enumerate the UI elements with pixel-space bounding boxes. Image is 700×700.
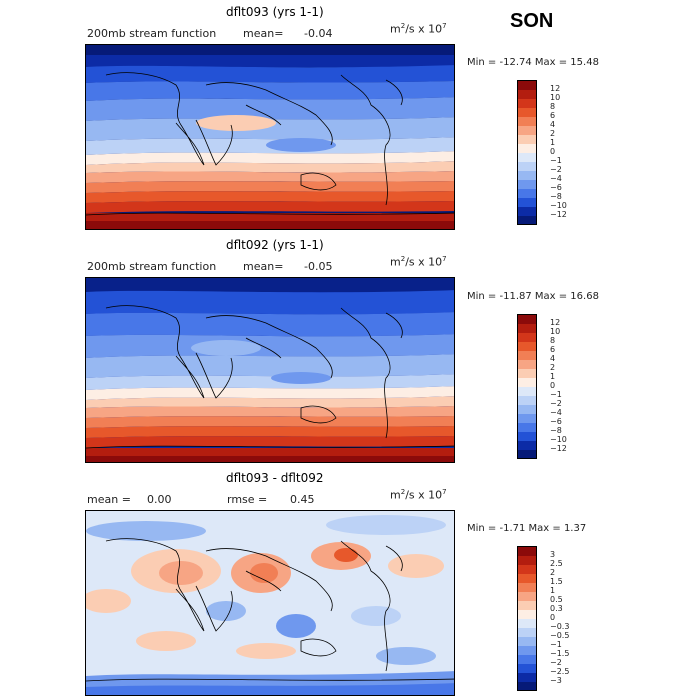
panel3-min-max: Min = -1.71 Max = 1.37 bbox=[467, 523, 587, 534]
panel2-tick: −12 bbox=[550, 444, 567, 453]
panel3-mean-label: mean = bbox=[87, 493, 131, 506]
panel1-tick: 2 bbox=[550, 129, 556, 138]
panel2-colorbar bbox=[517, 314, 537, 459]
panel2-tick: 4 bbox=[550, 354, 556, 363]
panel2-mean-label: mean= bbox=[243, 260, 284, 273]
panel1-tick: −10 bbox=[550, 201, 567, 210]
panel3-units: m2/s x 107 bbox=[390, 488, 447, 502]
panel1-units: m2/s x 107 bbox=[390, 22, 447, 36]
panel2-tick: 1 bbox=[550, 372, 556, 381]
panel2-tick: 8 bbox=[550, 336, 556, 345]
panel1-tick: 4 bbox=[550, 120, 556, 129]
panel3-mean-value: 0.00 bbox=[147, 493, 172, 506]
panel1-field-label: 200mb stream function bbox=[87, 27, 217, 40]
panel3-tick: −3 bbox=[550, 676, 562, 685]
panel3-rmse-value: 0.45 bbox=[290, 493, 315, 506]
panel3-rmse-label: rmse = bbox=[227, 493, 268, 506]
panel2-tick: −2 bbox=[550, 399, 562, 408]
panel3-colorbar bbox=[517, 546, 537, 691]
panel1-mean-value: -0.04 bbox=[304, 27, 333, 40]
panel1-tick: 12 bbox=[550, 84, 561, 93]
panel2-tick: −1 bbox=[550, 390, 562, 399]
panel2-tick: 0 bbox=[550, 381, 556, 390]
panel3-tick: −1 bbox=[550, 640, 562, 649]
panel2-tick: −6 bbox=[550, 417, 562, 426]
panel1-map bbox=[85, 44, 455, 230]
panel3-tick: 3 bbox=[550, 550, 556, 559]
panel1-tick: −2 bbox=[550, 165, 562, 174]
panel2-tick: 6 bbox=[550, 345, 556, 354]
panel2-title: dflt092 (yrs 1-1) bbox=[226, 238, 324, 252]
panel1-tick: −12 bbox=[550, 210, 567, 219]
panel3-map bbox=[85, 510, 455, 696]
panel2-units: m2/s x 107 bbox=[390, 255, 447, 269]
panel1-tick: −6 bbox=[550, 183, 562, 192]
panel1-min-max: Min = -12.74 Max = 15.48 bbox=[467, 57, 599, 68]
panel3-title: dflt093 - dflt092 bbox=[226, 471, 324, 485]
panel2-tick: 10 bbox=[550, 327, 561, 336]
panel2-min-max: Min = -11.87 Max = 16.68 bbox=[467, 291, 599, 302]
panel3-tick: −2.5 bbox=[550, 667, 570, 676]
panel1-tick: 8 bbox=[550, 102, 556, 111]
panel1-mean-label: mean= bbox=[243, 27, 284, 40]
panel3-tick: −1.5 bbox=[550, 649, 570, 658]
panel1-tick: 1 bbox=[550, 138, 556, 147]
panel2-tick: −10 bbox=[550, 435, 567, 444]
panel3-tick: 0 bbox=[550, 613, 556, 622]
panel3-tick: 2 bbox=[550, 568, 556, 577]
season-title: SON bbox=[510, 10, 554, 32]
panel2-tick: −8 bbox=[550, 426, 562, 435]
panel1-colorbar bbox=[517, 80, 537, 225]
panel1-tick: −1 bbox=[550, 156, 562, 165]
panel2-tick: 12 bbox=[550, 318, 561, 327]
panel3-tick: −2 bbox=[550, 658, 562, 667]
panel2-field-label: 200mb stream function bbox=[87, 260, 217, 273]
panel1-title: dflt093 (yrs 1-1) bbox=[226, 5, 324, 19]
panel3-tick: −0.3 bbox=[550, 622, 570, 631]
panel3-tick: 0.3 bbox=[550, 604, 563, 613]
panel1-tick: 0 bbox=[550, 147, 556, 156]
panel2-map bbox=[85, 277, 455, 463]
panel1-tick: 6 bbox=[550, 111, 556, 120]
panel3-tick: −0.5 bbox=[550, 631, 570, 640]
panel1-tick: −8 bbox=[550, 192, 562, 201]
panel1-tick: −4 bbox=[550, 174, 562, 183]
panel2-tick: −4 bbox=[550, 408, 562, 417]
panel3-tick: 1 bbox=[550, 586, 556, 595]
panel2-tick: 2 bbox=[550, 363, 556, 372]
panel3-tick: 2.5 bbox=[550, 559, 563, 568]
panel3-tick: 0.5 bbox=[550, 595, 563, 604]
panel1-tick: 10 bbox=[550, 93, 561, 102]
panel2-mean-value: -0.05 bbox=[304, 260, 333, 273]
panel3-tick: 1.5 bbox=[550, 577, 563, 586]
